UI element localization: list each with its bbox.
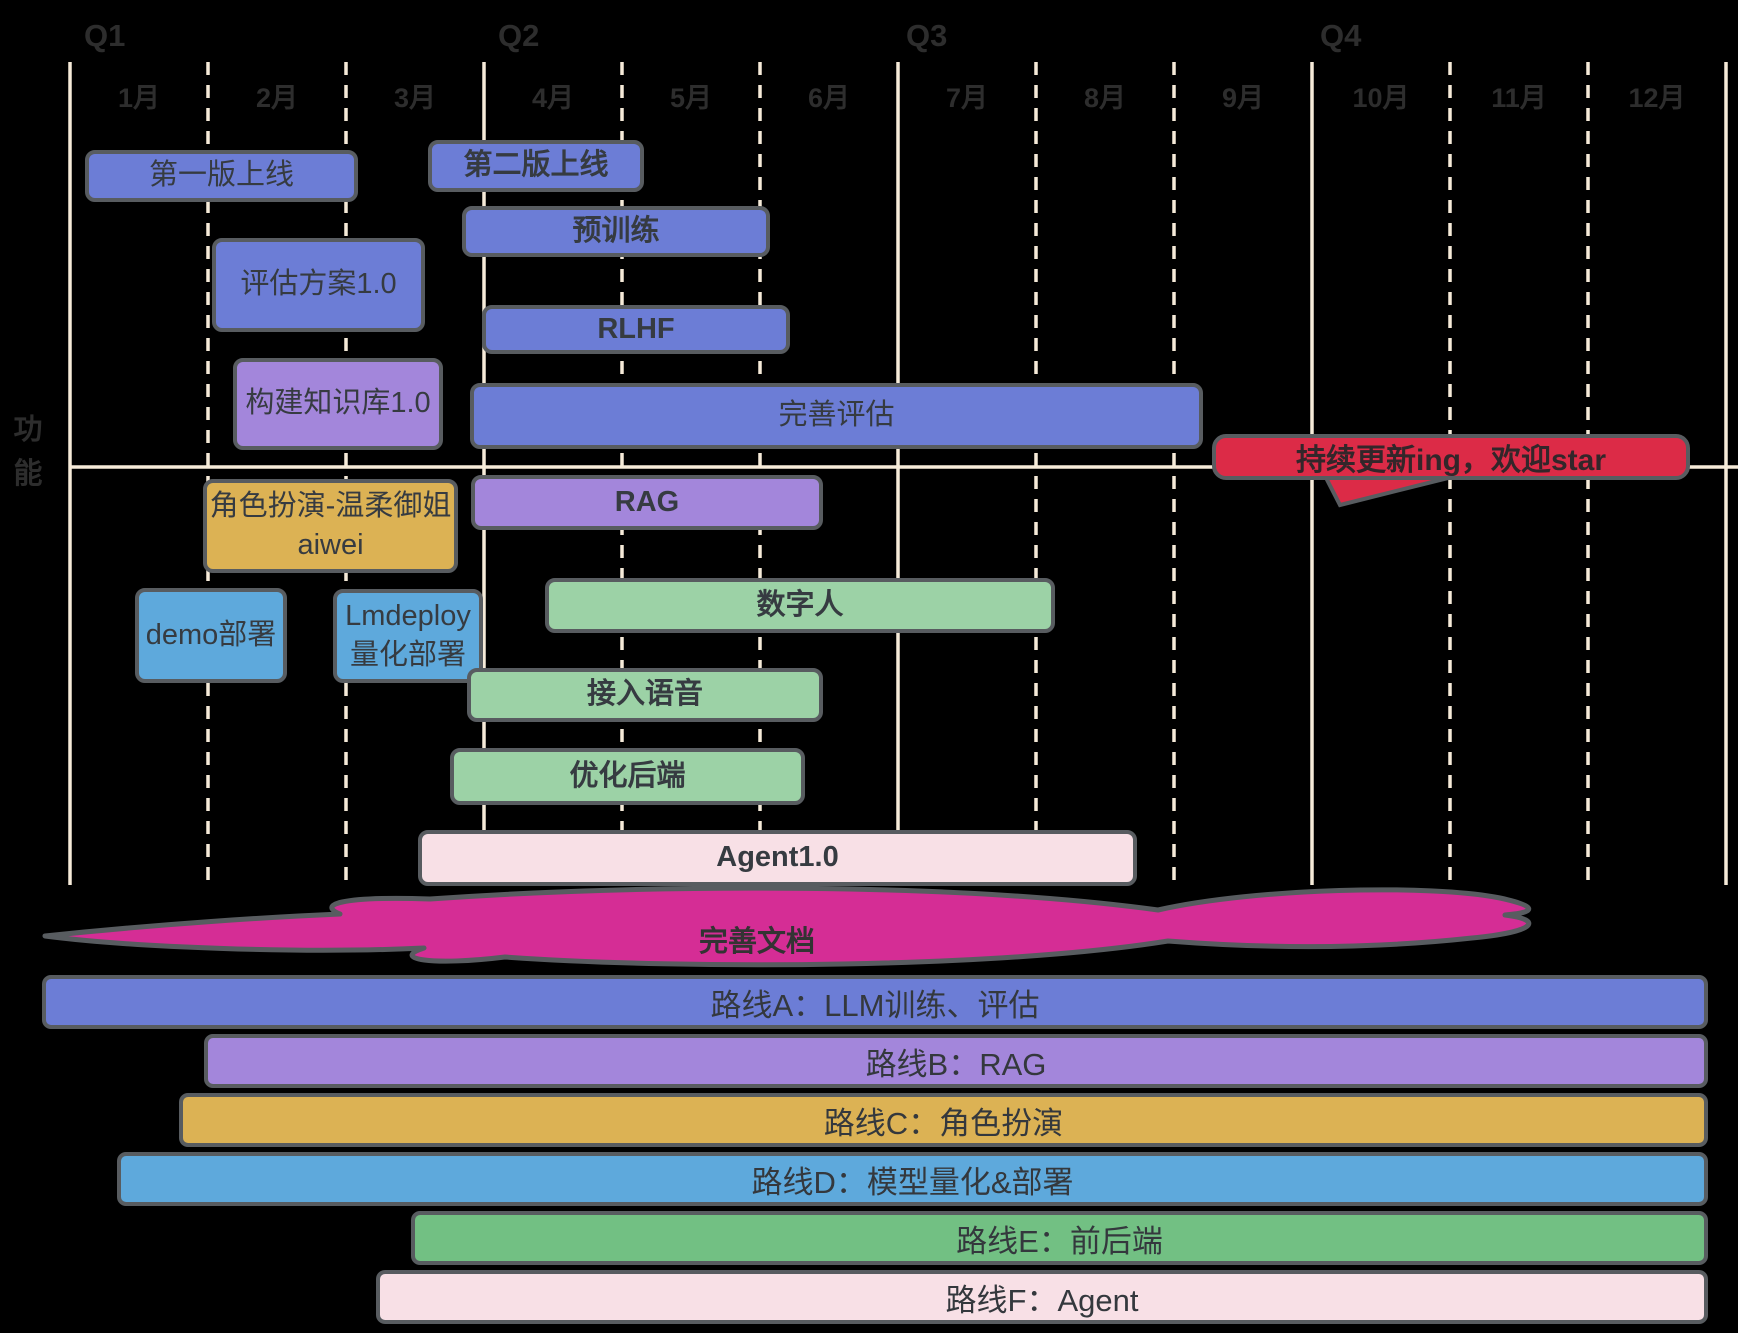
task-bar-voice-integration: 接入语音 bbox=[467, 668, 823, 722]
task-label: Lmdeploy bbox=[345, 599, 471, 632]
route-label: 路线C：角色扮演 bbox=[823, 1105, 1064, 1141]
task-label: 接入语音 bbox=[586, 678, 703, 711]
task-label-line2: aiwei bbox=[297, 529, 364, 561]
task-label: 完善评估 bbox=[778, 399, 895, 432]
task-label: 角色扮演-温柔御姐 bbox=[209, 489, 452, 522]
route-bar-route-d: 路线D：模型量化&部署 bbox=[117, 1152, 1708, 1206]
route-label: 路线B：RAG bbox=[865, 1046, 1047, 1082]
month-label-4: 4月 bbox=[531, 83, 575, 113]
y-axis-label: 功能 bbox=[13, 414, 43, 490]
month-label-1: 1月 bbox=[117, 83, 161, 113]
task-label: 第二版上线 bbox=[463, 149, 609, 182]
doc-banner-label: 完善文档 bbox=[698, 926, 815, 958]
task-label: Agent1.0 bbox=[716, 841, 839, 874]
task-label: 数字人 bbox=[756, 588, 844, 621]
month-label-5: 5月 bbox=[669, 83, 713, 113]
task-label: 第一版上线 bbox=[148, 159, 294, 192]
route-label: 路线A：LLM训练、评估 bbox=[710, 987, 1040, 1023]
month-label-7: 7月 bbox=[945, 83, 989, 113]
task-bar-v2-launch: 第二版上线 bbox=[428, 140, 644, 192]
task-bar-lmdeploy-quant: Lmdeploy 量化部署 bbox=[333, 589, 483, 683]
task-label: 评估方案1.0 bbox=[240, 268, 397, 301]
route-label: 路线E：前后端 bbox=[956, 1223, 1163, 1259]
task-label: RAG bbox=[614, 485, 680, 518]
route-bar-route-b: 路线B：RAG bbox=[204, 1034, 1708, 1088]
task-bar-roleplay-aiwei: 角色扮演-温柔御姐 aiwei bbox=[203, 479, 458, 573]
route-label: 路线D：模型量化&部署 bbox=[751, 1164, 1074, 1200]
task-bar-v1-launch: 第一版上线 bbox=[85, 150, 358, 202]
task-bar-eval-plan-1-0: 评估方案1.0 bbox=[212, 238, 425, 332]
task-bar-agent-1-0: Agent1.0 bbox=[418, 830, 1137, 886]
task-bar-rag: RAG bbox=[471, 475, 823, 530]
route-bar-route-e: 路线E：前后端 bbox=[411, 1211, 1708, 1265]
doc-banner-shape bbox=[42, 885, 1532, 968]
task-label: 优化后端 bbox=[569, 759, 686, 792]
month-label-9: 9月 bbox=[1221, 83, 1265, 113]
ongoing-updates-label: 持续更新ing，欢迎star bbox=[1295, 444, 1607, 477]
route-bar-route-c: 路线C：角色扮演 bbox=[179, 1093, 1708, 1147]
task-bar-rlhf: RLHF bbox=[482, 305, 790, 354]
route-bar-route-a: 路线A：LLM训练、评估 bbox=[42, 975, 1708, 1029]
quarter-label-q1: Q1 bbox=[84, 18, 126, 53]
ongoing-updates-callout: 持续更新ing，欢迎star bbox=[1212, 434, 1690, 480]
task-bar-demo-deploy: demo部署 bbox=[135, 588, 287, 683]
task-label: 预训练 bbox=[572, 214, 660, 247]
month-label-11: 11月 bbox=[1491, 83, 1547, 113]
task-label-line2: 量化部署 bbox=[349, 639, 466, 671]
month-label-6: 6月 bbox=[807, 83, 851, 113]
task-label: 构建知识库1.0 bbox=[245, 387, 431, 420]
month-label-3: 3月 bbox=[393, 83, 437, 113]
month-label-8: 8月 bbox=[1083, 83, 1127, 113]
month-label-12: 12月 bbox=[1628, 83, 1686, 113]
task-bar-digital-human: 数字人 bbox=[545, 578, 1055, 633]
task-label: RLHF bbox=[597, 312, 675, 345]
quarter-label-q2: Q2 bbox=[498, 18, 540, 53]
task-label: demo部署 bbox=[145, 618, 277, 651]
task-bar-knowledge-base-1-0: 构建知识库1.0 bbox=[233, 358, 443, 450]
task-bar-backend-optimize: 优化后端 bbox=[450, 748, 805, 805]
month-label-2: 2月 bbox=[255, 83, 299, 113]
month-label-10: 10月 bbox=[1352, 83, 1410, 113]
task-bar-pretrain: 预训练 bbox=[462, 206, 770, 257]
task-bar-improve-eval: 完善评估 bbox=[470, 383, 1203, 449]
route-label: 路线F：Agent bbox=[945, 1282, 1139, 1318]
route-bar-route-f: 路线F：Agent bbox=[376, 1270, 1708, 1324]
quarter-label-q4: Q4 bbox=[1320, 18, 1362, 53]
quarter-label-q3: Q3 bbox=[906, 18, 948, 53]
